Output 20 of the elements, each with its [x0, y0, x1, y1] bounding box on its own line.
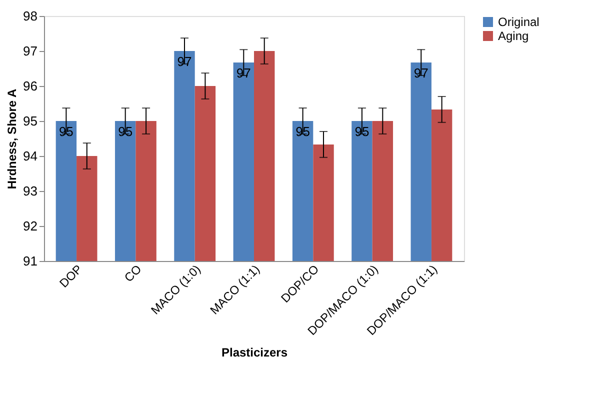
y-tick-label: 92 [23, 218, 38, 234]
y-tick-label: 96 [23, 78, 38, 94]
data-label: 97 [236, 66, 251, 81]
data-label: 95 [354, 124, 370, 139]
data-label: 95 [118, 124, 133, 139]
data-label: 97 [177, 54, 192, 69]
data-label: 95 [296, 124, 310, 139]
legend-label: Original [498, 15, 540, 29]
y-tick-label: 94 [23, 148, 38, 164]
x-axis-title: Plasticizers [221, 345, 288, 360]
data-label: 97 [414, 66, 428, 81]
y-axis-title: Hrdness, Shore A [5, 88, 20, 190]
legend-label: Aging [498, 29, 529, 43]
y-tick-label: 93 [23, 184, 38, 198]
data-label: 95 [58, 124, 74, 139]
y-tick-label: 97 [23, 44, 38, 58]
x-tick-label: CO [122, 262, 144, 285]
y-tick-label: 98 [23, 8, 38, 24]
y-tick-label: 95 [23, 114, 38, 128]
y-tick-label: 91 [23, 254, 38, 268]
